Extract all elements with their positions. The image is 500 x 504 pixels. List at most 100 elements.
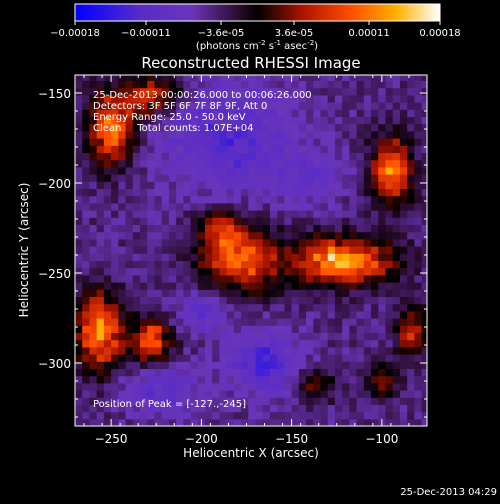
heatmap-cell: [421, 346, 427, 355]
heatmap-cell: [269, 282, 278, 290]
heatmap-cell: [241, 354, 249, 362]
heatmap-cell: [291, 289, 300, 297]
heatmap-cell: [176, 80, 184, 89]
heatmap-cell: [378, 174, 387, 182]
heatmap-cell: [262, 310, 271, 319]
heatmap-cell: [190, 217, 199, 225]
heatmap-cell: [298, 397, 307, 405]
heatmap-cell: [291, 159, 300, 168]
heatmap-cell: [255, 318, 264, 326]
heatmap-cell: [190, 354, 199, 362]
heatmap-cell: [82, 375, 91, 384]
heatmap-cell: [262, 202, 271, 211]
heatmap-cell: [363, 418, 372, 426]
heatmap-cell: [349, 346, 358, 355]
heatmap-cell: [320, 274, 329, 283]
heatmap-cell: [118, 346, 127, 355]
heatmap-cell: [212, 246, 221, 254]
heatmap-cell: [96, 354, 105, 362]
heatmap-cell: [168, 145, 177, 153]
heatmap-cell: [277, 123, 285, 132]
y-tick-label: −200: [38, 177, 71, 191]
heatmap-cell: [298, 390, 307, 398]
heatmap-cell: [342, 152, 350, 161]
heatmap-cell: [161, 267, 170, 276]
heatmap-cell: [255, 217, 264, 225]
heatmap-cell: [226, 375, 235, 384]
heatmap-cell: [371, 109, 379, 117]
heatmap-cell: [197, 174, 206, 182]
heatmap-cell: [320, 397, 329, 405]
heatmap-cell: [154, 368, 163, 377]
heatmap-cell: [241, 282, 249, 290]
heatmap-cell: [183, 354, 192, 362]
heatmap-cell: [176, 325, 184, 333]
heatmap-cell: [204, 159, 213, 168]
heatmap-cell: [392, 382, 401, 391]
heatmap-cell: [176, 238, 184, 247]
heatmap-cell: [103, 217, 112, 225]
heatmap-cell: [103, 210, 112, 218]
heatmap-cell: [212, 267, 221, 276]
heatmap-cell: [269, 318, 278, 326]
heatmap-cell: [421, 181, 427, 189]
heatmap-cell: [125, 174, 134, 182]
heatmap-cell: [226, 246, 235, 254]
heatmap-cell: [82, 368, 91, 377]
heatmap-cell: [407, 303, 415, 312]
heatmap-cell: [342, 267, 350, 276]
heatmap-cell: [226, 188, 235, 197]
heatmap-cell: [176, 195, 184, 204]
heatmap-cell: [161, 354, 170, 362]
heatmap-cell: [414, 210, 423, 218]
heatmap-cell: [414, 361, 423, 369]
heatmap-cell: [371, 202, 379, 211]
heatmap-cell: [89, 375, 98, 384]
heatmap-cell: [212, 80, 221, 89]
heatmap-cell: [241, 253, 249, 261]
heatmap-cell: [306, 116, 314, 125]
heatmap-cell: [255, 267, 264, 276]
heatmap-cell: [233, 411, 242, 420]
heatmap-cell: [125, 382, 134, 391]
heatmap-cell: [139, 310, 148, 319]
heatmap-cell: [241, 339, 249, 348]
heatmap-cell: [255, 390, 264, 398]
annotation-clean-counts: Clean Total counts: 1.07E+04: [93, 123, 253, 134]
heatmap-cell: [313, 267, 322, 276]
heatmap-cell: [371, 253, 379, 261]
heatmap-cell: [320, 332, 329, 341]
heatmap-cell: [327, 375, 336, 384]
heatmap-cell: [371, 188, 379, 197]
heatmap-cell: [226, 109, 235, 117]
heatmap-cell: [313, 296, 322, 305]
heatmap-cell: [161, 217, 170, 225]
heatmap-cell: [233, 404, 242, 413]
heatmap-cell: [96, 159, 105, 168]
heatmap-cell: [284, 404, 293, 413]
heatmap-image: [75, 75, 427, 426]
heatmap-cell: [327, 274, 336, 283]
heatmap-cell: [82, 289, 91, 297]
heatmap-cell: [277, 303, 285, 312]
heatmap-cell: [349, 397, 358, 405]
heatmap-cell: [298, 195, 307, 204]
heatmap-cell: [414, 138, 423, 146]
heatmap-cell: [183, 109, 192, 117]
heatmap-cell: [342, 418, 350, 426]
heatmap-cell: [313, 195, 322, 204]
heatmap-cell: [313, 102, 322, 110]
heatmap-cell: [190, 210, 199, 218]
heatmap-cell: [363, 94, 372, 103]
heatmap-cell: [161, 138, 170, 146]
heatmap-cell: [255, 361, 264, 369]
heatmap-cell: [248, 303, 257, 312]
heatmap-cell: [241, 224, 249, 233]
heatmap-cell: [197, 246, 206, 254]
heatmap-cell: [399, 217, 408, 225]
heatmap-cell: [89, 231, 98, 240]
heatmap-cell: [168, 282, 177, 290]
heatmap-cell: [277, 260, 285, 269]
heatmap-cell: [139, 138, 148, 146]
heatmap-cell: [233, 210, 242, 218]
